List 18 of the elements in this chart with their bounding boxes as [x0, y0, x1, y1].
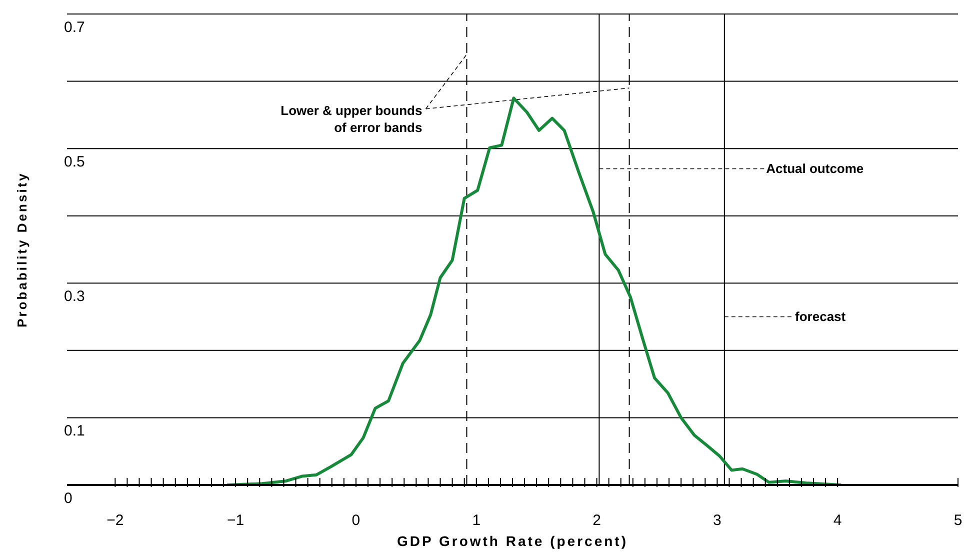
annotation: forecast — [795, 308, 846, 324]
x-tick-label: 0 — [352, 512, 360, 529]
x-tick-label: 5 — [954, 512, 962, 529]
x-tick-label: 4 — [833, 512, 842, 529]
annotation: Actual outcome — [766, 160, 864, 176]
x-tick-label: 3 — [713, 512, 722, 529]
y-tick-label: 0.5 — [64, 154, 85, 171]
x-tick-label: 1 — [472, 512, 481, 529]
x-tick-label: 2 — [592, 512, 601, 529]
y-tick-label: 0 — [64, 490, 72, 507]
x-tick-label: −2 — [106, 512, 124, 529]
y-tick-label: 0.3 — [64, 288, 85, 306]
x-tick-label: −1 — [227, 512, 244, 529]
y-tick-label: 0.1 — [64, 422, 85, 440]
y-tick-label: 0.7 — [64, 19, 85, 36]
x-axis-title: GDP Growth Rate (percent) — [397, 533, 628, 549]
y-axis-title: Probability Density — [14, 172, 30, 328]
annotation: Lower & upper bounds of error bands — [280, 102, 422, 135]
